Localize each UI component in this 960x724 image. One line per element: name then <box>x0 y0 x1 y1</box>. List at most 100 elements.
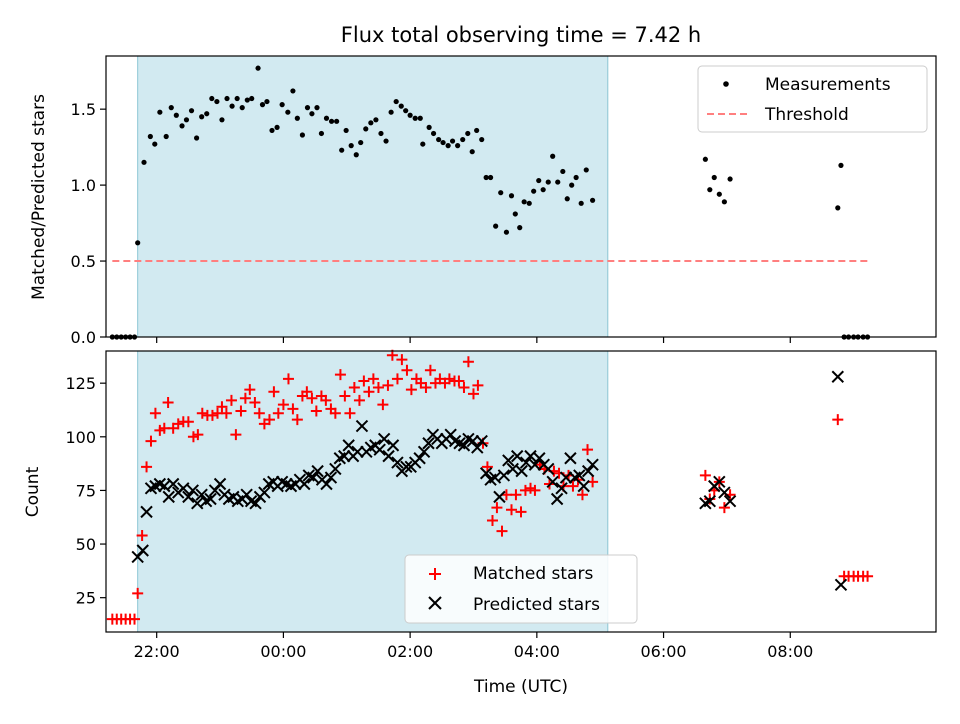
measurement-point <box>469 149 475 155</box>
measurement-point <box>430 130 437 137</box>
measurement-point <box>707 187 713 193</box>
measurement-point <box>194 135 200 141</box>
predicted-star-point <box>166 477 180 491</box>
matched-star-point <box>472 379 484 391</box>
matched-star-point <box>310 405 322 417</box>
measurement-point <box>545 179 551 185</box>
matched-star-point <box>420 381 432 393</box>
predicted-star-point <box>510 449 524 463</box>
predicted-star-point <box>136 544 149 557</box>
measurement-point <box>560 168 566 175</box>
predicted-star-point <box>140 505 153 519</box>
measurement-point <box>383 138 389 144</box>
matched-star-point <box>363 386 375 398</box>
bottom-ylabel: Count <box>23 466 43 517</box>
measurement-point <box>259 102 266 108</box>
matched-star-point <box>225 394 237 406</box>
matched-star-point <box>196 407 208 419</box>
measurement-point <box>152 141 158 147</box>
measurement-point <box>573 174 579 181</box>
matched-star-point <box>353 394 365 406</box>
bottom-marks <box>106 349 874 625</box>
matched-star-point <box>206 409 218 421</box>
measurement-point <box>711 174 717 181</box>
measurement-point <box>536 177 542 184</box>
measurement-point <box>498 190 504 196</box>
measurement-point <box>264 98 270 105</box>
bottom-xtick-label: 08:00 <box>767 642 813 661</box>
matched-star-point <box>405 384 417 396</box>
predicted-star-point <box>298 477 311 491</box>
matched-star-point <box>230 429 242 441</box>
matched-star-point <box>182 416 194 428</box>
matched-star-point <box>519 484 531 496</box>
measurement-point <box>578 200 584 206</box>
matched-star-point <box>239 392 251 404</box>
matched-star-point <box>510 489 522 501</box>
predicted-star-point <box>204 492 217 506</box>
top-legend: Measurements Threshold <box>697 65 928 133</box>
matched-star-point <box>567 480 579 492</box>
predicted-star-point <box>831 370 845 383</box>
measurement-point <box>285 109 291 115</box>
measurement-point <box>368 120 374 126</box>
matched-star-point <box>718 502 730 514</box>
matched-star-point <box>391 373 403 385</box>
predicted-star-point <box>186 484 200 497</box>
predicted-star-point <box>471 441 484 454</box>
matched-star-point <box>235 405 247 417</box>
matched-star-point <box>348 381 360 393</box>
predicted-star-point <box>191 497 204 510</box>
top-panel: 0.0 0.5 1.0 1.5 Matched/Predicted stars Mea… <box>29 55 937 347</box>
measurement-point <box>426 124 432 130</box>
measurement-point <box>274 124 280 130</box>
measurement-point <box>540 187 546 193</box>
predicted-star-point <box>723 494 737 508</box>
predicted-star-point <box>515 464 528 478</box>
measurement-point <box>334 118 340 124</box>
predicted-star-point <box>466 434 480 448</box>
matched-star-point <box>367 373 379 385</box>
predicted-star-point <box>493 490 506 504</box>
matched-star-point <box>192 429 204 441</box>
bottom-legend: Matched stars Predicted stars <box>404 554 638 624</box>
predicted-star-point <box>338 449 351 463</box>
predicted-star-point <box>564 452 577 465</box>
measurement-point <box>157 109 163 115</box>
predicted-star-point <box>703 494 717 508</box>
measurement-point <box>299 132 306 138</box>
predicted-star-point <box>320 477 333 491</box>
matched-star-point <box>306 392 318 404</box>
top-shaded-span <box>137 55 609 338</box>
matched-star-point <box>287 403 299 415</box>
measurement-point <box>393 98 399 105</box>
measurement-point <box>716 191 722 197</box>
measurement-point <box>314 105 320 111</box>
predicted-star-point <box>329 462 342 476</box>
matched-star-point <box>832 414 844 426</box>
matched-star-point <box>396 354 408 366</box>
predicted-star-point <box>413 452 426 465</box>
measurement-point <box>163 133 169 140</box>
predicted-star-point <box>457 439 471 452</box>
predicted-star-point <box>488 471 502 484</box>
measurement-point <box>339 147 345 153</box>
measurement-point <box>449 138 456 144</box>
predicted-star-point <box>546 475 559 489</box>
bottom-ytick-label: 125 <box>65 374 96 393</box>
predicted-star-point <box>417 445 431 459</box>
bottom-ytick-label: 100 <box>65 428 96 447</box>
predicted-star-point <box>713 475 726 489</box>
legend-label-threshold: Threshold <box>764 105 849 125</box>
matched-star-point <box>268 386 280 398</box>
matched-star-point <box>462 356 474 368</box>
matched-star-point <box>329 407 341 419</box>
bottom-xlabel: Time (UTC) <box>473 677 568 697</box>
measurement-point <box>147 133 153 140</box>
predicted-star-point <box>195 488 208 501</box>
matched-star-point <box>582 444 594 456</box>
measurement-point <box>363 126 369 132</box>
measurement-point <box>304 105 311 111</box>
measurement-point <box>378 130 384 137</box>
bottom-plot-frame <box>105 350 937 633</box>
